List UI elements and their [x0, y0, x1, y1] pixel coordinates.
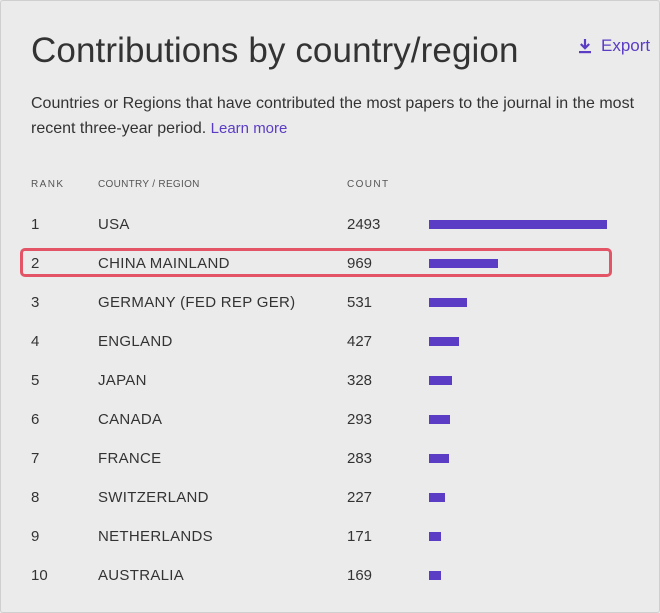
- country-cell: NETHERLANDS: [98, 528, 213, 545]
- rank-cell: 4: [31, 333, 40, 350]
- highlight-box: [20, 248, 612, 277]
- count-cell: 227: [347, 489, 373, 506]
- country-cell: CHINA MAINLAND: [98, 255, 230, 272]
- country-cell: FRANCE: [98, 450, 162, 467]
- rank-cell: 7: [31, 450, 40, 467]
- count-bar: [429, 415, 450, 424]
- table-row: 6 CANADA 293: [1, 407, 660, 431]
- rank-cell: 5: [31, 372, 40, 389]
- description: Countries or Regions that have contribut…: [31, 91, 641, 141]
- table-row: 1 USA 2493: [1, 212, 660, 236]
- export-label: Export: [601, 36, 651, 55]
- rank-cell: 3: [31, 294, 40, 311]
- export-button[interactable]: Export: [578, 36, 650, 56]
- count-bar: [429, 337, 459, 346]
- country-cell: ENGLAND: [98, 333, 173, 350]
- count-bar: [429, 454, 449, 463]
- count-bar: [429, 493, 445, 502]
- learn-more-link[interactable]: Learn more: [210, 120, 288, 137]
- country-cell: CANADA: [98, 411, 163, 428]
- count-cell: 427: [347, 333, 373, 350]
- rank-cell: 8: [31, 489, 40, 506]
- rank-cell: 10: [31, 567, 48, 584]
- header-country-region: COUNTRY / REGION: [98, 179, 200, 190]
- country-cell: SWITZERLAND: [98, 489, 209, 506]
- table-row: 4 ENGLAND 427: [1, 329, 660, 353]
- count-bar: [429, 220, 607, 229]
- country-cell: AUSTRALIA: [98, 567, 185, 584]
- download-icon: [578, 38, 592, 54]
- table-header: RANK COUNTRY / REGION COUNT: [1, 179, 660, 193]
- count-bar: [429, 259, 498, 268]
- page-title: Contributions by country/region: [31, 31, 519, 70]
- count-cell: 531: [347, 294, 373, 311]
- table-row: 5 JAPAN 328: [1, 368, 660, 392]
- count-bar: [429, 376, 452, 385]
- count-cell: 283: [347, 450, 373, 467]
- rank-cell: 9: [31, 528, 40, 545]
- rank-cell: 1: [31, 216, 40, 233]
- count-bar: [429, 298, 467, 307]
- table-row: 10 AUSTRALIA 169: [1, 563, 660, 587]
- rank-cell: 2: [31, 255, 40, 272]
- rank-cell: 6: [31, 411, 40, 428]
- count-cell: 328: [347, 372, 373, 389]
- description-text: Countries or Regions that have contribut…: [31, 95, 635, 137]
- table-row: 7 FRANCE 283: [1, 446, 660, 470]
- count-cell: 969: [347, 255, 373, 272]
- table-row: 3 GERMANY (FED REP GER) 531: [1, 290, 660, 314]
- table-row: 2 CHINA MAINLAND 969: [1, 251, 660, 275]
- country-cell: JAPAN: [98, 372, 147, 389]
- count-cell: 169: [347, 567, 373, 584]
- country-cell: GERMANY (FED REP GER): [98, 294, 296, 311]
- header-count: COUNT: [347, 179, 390, 190]
- country-cell: USA: [98, 216, 130, 233]
- table-row: 9 NETHERLANDS 171: [1, 524, 660, 548]
- count-cell: 2493: [347, 216, 381, 233]
- count-cell: 171: [347, 528, 373, 545]
- count-bar: [429, 571, 441, 580]
- header-rank: RANK: [31, 179, 65, 190]
- count-bar: [429, 532, 441, 541]
- table-row: 8 SWITZERLAND 227: [1, 485, 660, 509]
- count-cell: 293: [347, 411, 373, 428]
